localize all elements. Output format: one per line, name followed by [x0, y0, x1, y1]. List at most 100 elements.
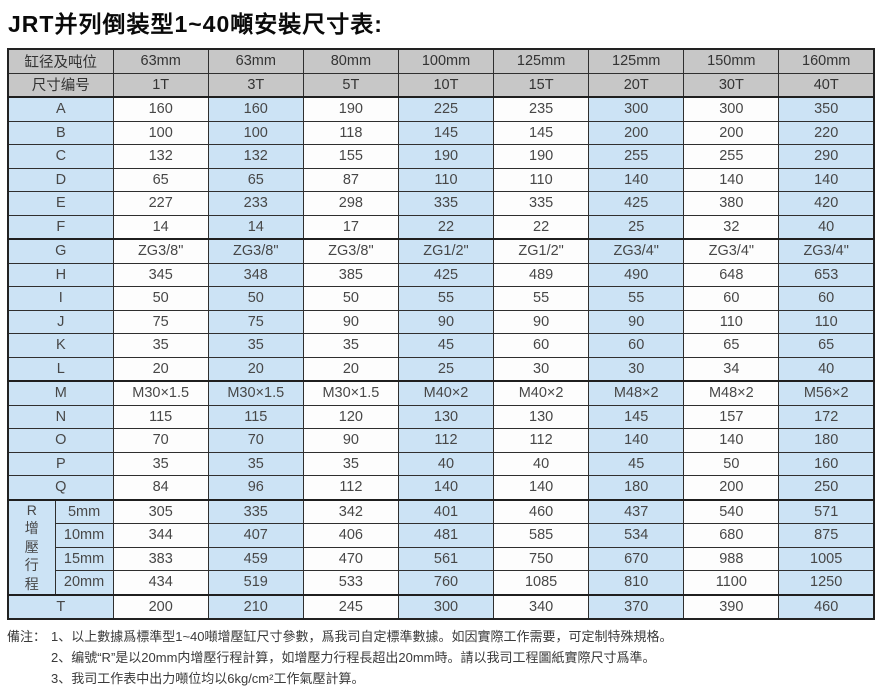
table-cell: 425	[397, 262, 495, 287]
table-cell: 145	[493, 120, 590, 145]
column-header: 160mm	[778, 48, 875, 74]
table-cell: 112	[493, 428, 590, 453]
table-cell: 210	[207, 593, 304, 620]
table-cell: 100	[112, 120, 209, 145]
table-cell: 437	[588, 498, 685, 524]
table-cell: 648	[683, 262, 780, 287]
table-cell: M40×2	[397, 380, 495, 406]
row-label: N	[7, 404, 114, 429]
table-cell: 110	[778, 309, 875, 334]
footnotes: 備注： 1、以上數據爲標準型1~40噸增壓缸尺寸參數，爲我司自定標準數據。如因實…	[7, 627, 876, 689]
table-cell: 90	[493, 309, 590, 334]
table-cell: M40×2	[493, 380, 590, 406]
table-cell: 40	[397, 451, 495, 476]
table-cell: 75	[207, 309, 304, 334]
row-label: Q	[7, 475, 114, 500]
table-cell: 300	[588, 96, 685, 122]
table-cell: ZG3/4"	[778, 238, 875, 264]
table-cell: 227	[112, 191, 209, 216]
column-header: 3T	[207, 72, 304, 98]
table-cell: 32	[683, 214, 780, 240]
table-cell: 45	[588, 451, 685, 476]
row-label: L	[7, 356, 114, 382]
table-cell: 70	[112, 428, 209, 453]
column-header: 63mm	[207, 48, 304, 74]
table-cell: 561	[397, 546, 495, 571]
table-cell: 25	[397, 356, 495, 382]
table-cell: 340	[493, 593, 590, 620]
column-header: 100mm	[397, 48, 495, 74]
table-cell: 35	[302, 451, 399, 476]
table-cell: 20	[207, 356, 304, 382]
column-header: 5T	[302, 72, 399, 98]
table-cell: 190	[397, 144, 495, 169]
table-cell: 250	[778, 475, 875, 500]
row-label: D	[7, 167, 114, 192]
table-cell: 459	[207, 546, 304, 571]
row-label: F	[7, 214, 114, 240]
table-cell: ZG1/2"	[493, 238, 590, 264]
table-cell: 155	[302, 144, 399, 169]
table-cell: 132	[112, 144, 209, 169]
notes-items: 1、以上數據爲標準型1~40噸增壓缸尺寸參數，爲我司自定標準數據。如因實際工作需…	[51, 627, 876, 689]
table-cell: 490	[588, 262, 685, 287]
table-cell: M56×2	[778, 380, 875, 406]
r-sub-label: 20mm	[54, 570, 114, 595]
table-cell: 180	[588, 475, 685, 500]
table-cell: 383	[112, 546, 209, 571]
table-cell: 534	[588, 523, 685, 548]
table-cell: 988	[683, 546, 780, 571]
table-cell: 425	[588, 191, 685, 216]
r-sub-label: 5mm	[54, 498, 114, 524]
table-cell: 35	[112, 451, 209, 476]
table-cell: 130	[493, 404, 590, 429]
table-cell: 220	[778, 120, 875, 145]
row-label: O	[7, 428, 114, 453]
table-cell: 60	[588, 333, 685, 358]
table-cell: M30×1.5	[302, 380, 399, 406]
table-cell: 481	[397, 523, 495, 548]
column-header: 10T	[397, 72, 495, 98]
table-cell: 84	[112, 475, 209, 500]
row-label: I	[7, 286, 114, 311]
table-cell: 298	[302, 191, 399, 216]
table-cell: 160	[778, 451, 875, 476]
table-cell: 385	[302, 262, 399, 287]
row-label: P	[7, 451, 114, 476]
table-cell: 233	[207, 191, 304, 216]
table-cell: 35	[207, 333, 304, 358]
table-cell: 190	[493, 144, 590, 169]
table-cell: 670	[588, 546, 685, 571]
table-cell: 571	[778, 498, 875, 524]
table-cell: 489	[493, 262, 590, 287]
table-cell: 130	[397, 404, 495, 429]
table-cell: 22	[493, 214, 590, 240]
table-cell: 20	[302, 356, 399, 382]
table-cell: 110	[397, 167, 495, 192]
table-cell: 1100	[683, 570, 780, 595]
table-cell: 200	[112, 593, 209, 620]
table-cell: 519	[207, 570, 304, 595]
table-cell: 65	[778, 333, 875, 358]
table-cell: 60	[778, 286, 875, 311]
table-cell: 348	[207, 262, 304, 287]
table-cell: 90	[302, 428, 399, 453]
table-cell: 370	[588, 593, 685, 620]
table-cell: 87	[302, 167, 399, 192]
table-cell: 140	[397, 475, 495, 500]
table-cell: 420	[778, 191, 875, 216]
table-cell: 40	[778, 214, 875, 240]
table-cell: 14	[207, 214, 304, 240]
table-body: 缸径及吨位 63mm 63mm 80mm 100mm 125mm 125mm 150mm 160…	[7, 48, 875, 620]
table-cell: 235	[493, 96, 590, 122]
table-cell: 25	[588, 214, 685, 240]
table-cell: 20	[112, 356, 209, 382]
table-cell: 290	[778, 144, 875, 169]
table-cell: 115	[112, 404, 209, 429]
table-cell: 390	[683, 593, 780, 620]
table-cell: 470	[302, 546, 399, 571]
table-cell: 17	[302, 214, 399, 240]
table-cell: 50	[302, 286, 399, 311]
table-cell: 434	[112, 570, 209, 595]
